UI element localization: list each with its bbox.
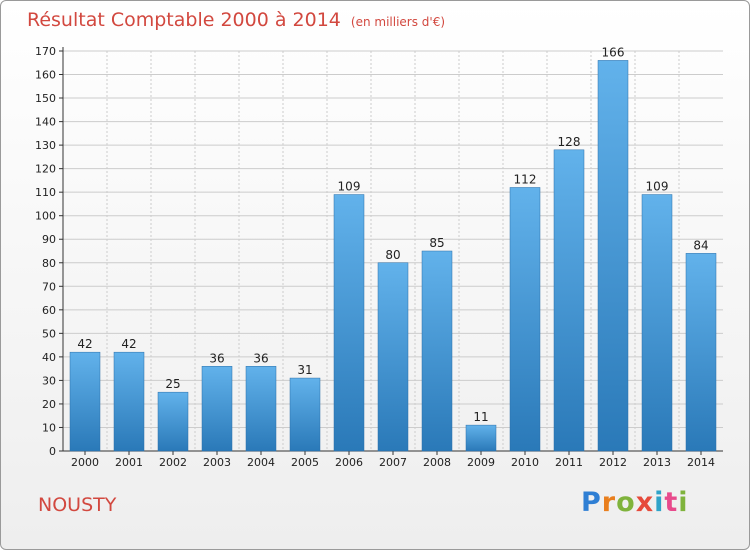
data-label: 85	[429, 236, 444, 250]
y-tick-label: 110	[35, 186, 56, 199]
y-tick-label: 130	[35, 139, 56, 152]
data-label: 11	[473, 410, 488, 424]
bar	[553, 149, 585, 452]
data-label: 42	[121, 337, 136, 351]
bar	[69, 351, 101, 452]
data-label: 166	[602, 45, 625, 59]
data-label: 36	[253, 351, 268, 365]
x-tick-label: 2001	[115, 456, 143, 469]
x-tick-label: 2004	[247, 456, 275, 469]
data-label: 80	[385, 248, 400, 262]
y-tick-label: 50	[42, 327, 56, 340]
y-tick-label: 20	[42, 398, 56, 411]
x-tick-label: 2005	[291, 456, 319, 469]
bar	[201, 366, 233, 452]
town-name: NOUSTY	[38, 494, 117, 516]
bar	[157, 391, 189, 452]
x-tick-label: 2000	[71, 456, 99, 469]
chart-title-text: Résultat Comptable 2000 à 2014	[27, 9, 341, 31]
y-tick-label: 150	[35, 92, 56, 105]
y-tick-label: 140	[35, 116, 56, 129]
logo-letter: i	[654, 487, 665, 518]
y-tick-label: 170	[35, 45, 56, 58]
y-tick-label: 120	[35, 163, 56, 176]
logo-letter: t	[664, 487, 679, 518]
x-tick-label: 2007	[379, 456, 407, 469]
y-tick-label: 100	[35, 210, 56, 223]
data-label: 112	[514, 172, 537, 186]
bar	[421, 250, 453, 452]
bar	[289, 377, 321, 452]
bars	[69, 60, 717, 452]
logo-letter: P	[581, 487, 602, 518]
data-label: 36	[209, 351, 224, 365]
y-tick-label: 80	[42, 257, 56, 270]
y-tick-label: 10	[42, 421, 56, 434]
x-tick-label: 2009	[467, 456, 495, 469]
bar	[641, 194, 673, 452]
bar	[465, 424, 497, 452]
bar	[685, 253, 717, 452]
data-label: 31	[297, 363, 312, 377]
x-tick-label: 2002	[159, 456, 187, 469]
x-tick-label: 2012	[599, 456, 627, 469]
bar	[509, 187, 541, 452]
y-tick-label: 70	[42, 280, 56, 293]
labels: 42 42 25 36 36 31 109 80 85 11 112 128 166 109 84	[77, 45, 708, 424]
data-label: 109	[646, 180, 669, 194]
logo-letter: o	[616, 487, 636, 518]
y-tick-label: 60	[42, 304, 56, 317]
bar	[245, 366, 277, 452]
data-label: 42	[77, 337, 92, 351]
data-label: 109	[338, 180, 361, 194]
axes: 0 10 20 30 40 50 60 70 80 90 100 110 120 130 140 150 160…	[35, 45, 723, 469]
y-tick-label: 30	[42, 374, 56, 387]
x-tick-label: 2006	[335, 456, 363, 469]
bar	[377, 262, 409, 452]
data-label: 25	[165, 377, 180, 391]
logo-letter: i	[678, 487, 689, 518]
logo-letter: x	[635, 487, 655, 518]
chart-title: Résultat Comptable 2000 à 2014 (en millie…	[27, 9, 445, 31]
chart-unit: (en milliers d'€)	[350, 15, 446, 29]
data-label: 128	[558, 135, 581, 149]
bar	[333, 194, 365, 452]
y-tick-label: 40	[42, 351, 56, 364]
x-tick-label: 2013	[643, 456, 671, 469]
x-tick-label: 2003	[203, 456, 231, 469]
y-tick-label: 0	[49, 445, 56, 458]
logo-letter: r	[601, 487, 617, 518]
data-label: 84	[693, 238, 708, 252]
y-tick-label: 160	[35, 69, 56, 82]
x-tick-label: 2010	[511, 456, 539, 469]
y-tick-label: 90	[42, 233, 56, 246]
bar	[597, 60, 629, 452]
x-tick-label: 2011	[555, 456, 583, 469]
bar	[113, 351, 145, 452]
x-tick-label: 2014	[687, 456, 715, 469]
proxiti-logo: Proxiti	[581, 487, 689, 518]
x-tick-label: 2008	[423, 456, 451, 469]
